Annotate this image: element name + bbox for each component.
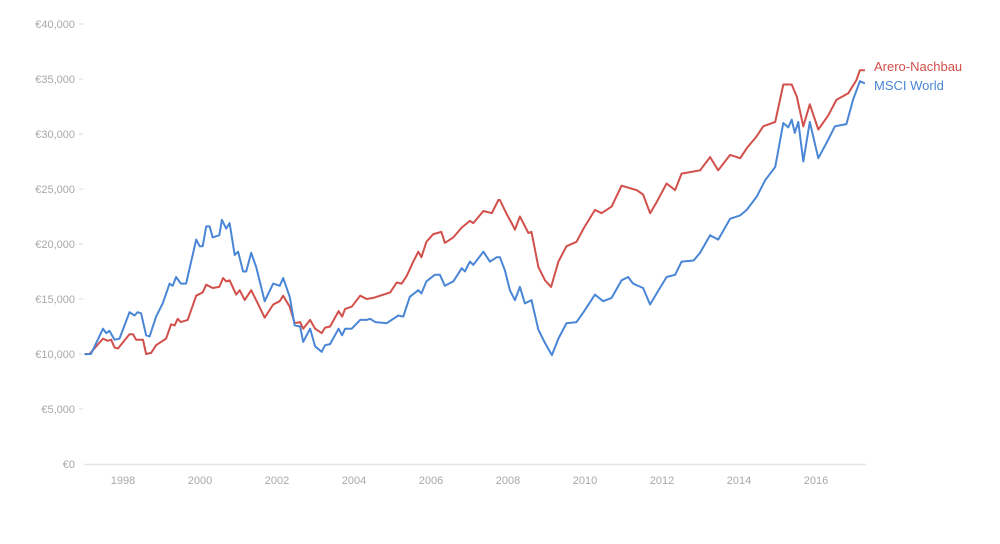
y-tick-label: €10,000 xyxy=(35,349,75,361)
legend-label: Arero-Nachbau xyxy=(874,59,962,74)
x-tick-label: 2004 xyxy=(342,475,366,487)
series-lines xyxy=(84,69,866,357)
y-tick-label: €20,000 xyxy=(35,239,75,251)
y-tick-label: €30,000 xyxy=(35,129,75,141)
x-axis: 1998 2000 2002 2004 2006 2008 2010 2012 2014 2016 xyxy=(84,463,866,487)
x-tick-label: 2006 xyxy=(419,475,443,487)
y-tick-label: €40,000 xyxy=(35,19,75,31)
x-tick-label: 2008 xyxy=(496,475,520,487)
legend-label: MSCI World xyxy=(874,78,944,93)
x-tick-label: 2016 xyxy=(804,475,828,487)
x-tick-label: 2014 xyxy=(727,475,751,487)
series-line-arero-nachbau xyxy=(84,69,865,355)
y-axis: €0 €5,000 €10,000 €15,000 €20,000 €25,000 €30,… xyxy=(35,19,83,471)
y-tick-label: €35,000 xyxy=(35,74,75,86)
x-tick-label: 1998 xyxy=(111,475,135,487)
y-tick-label: €0 xyxy=(63,459,75,471)
x-tick-label: 2010 xyxy=(573,475,597,487)
y-tick-label: €5,000 xyxy=(41,404,75,416)
x-tick-label: 2000 xyxy=(188,475,212,487)
y-tick-label: €25,000 xyxy=(35,184,75,196)
series-line-msci-world xyxy=(84,80,866,357)
legend: Arero-Nachbau MSCI World xyxy=(874,59,962,93)
x-tick-label: 2002 xyxy=(265,475,289,487)
y-tick-label: €15,000 xyxy=(35,294,75,306)
x-tick-label: 2012 xyxy=(650,475,674,487)
